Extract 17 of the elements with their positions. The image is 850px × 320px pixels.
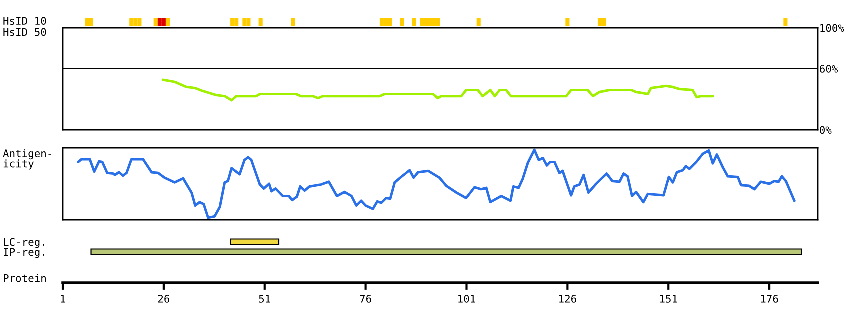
- x-tick-label: 151: [660, 295, 678, 303]
- x-tick-label: 76: [360, 295, 372, 303]
- y-tick-label: 0%: [820, 126, 832, 134]
- x-tick-label: 176: [761, 295, 778, 303]
- y-axis-title: Antigen- icity: [3, 149, 52, 170]
- x-tick-label: 1: [61, 295, 66, 303]
- y-tick-label: 60%: [820, 65, 838, 73]
- category-label: LC-reg.: [4, 238, 44, 248]
- x-tick-label: 26: [158, 295, 170, 303]
- y-axis-title: HsID 50: [4, 28, 46, 36]
- y-axis-title: HsID 10: [4, 17, 46, 26]
- x-tick-label: 51: [259, 295, 270, 303]
- x-axis-title: Protein: [4, 274, 46, 282]
- x-tick-label: 126: [560, 295, 576, 303]
- x-tick-label: 101: [458, 295, 476, 303]
- category-label: IP-reg.: [4, 248, 44, 258]
- y-tick-label: 100%: [820, 24, 844, 32]
